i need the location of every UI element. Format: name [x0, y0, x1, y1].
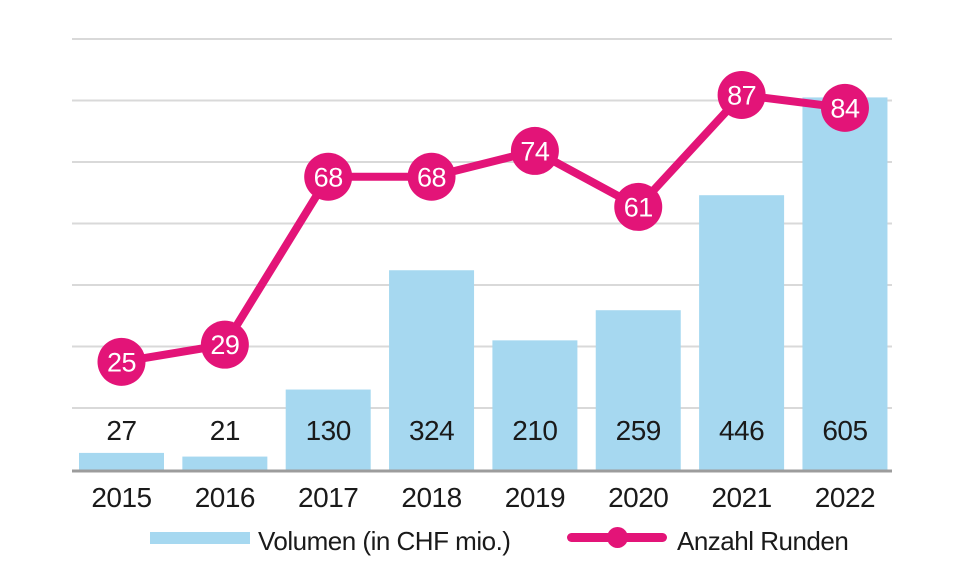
- x-tick-label-2015: 2015: [91, 482, 151, 513]
- rounds-marker: [304, 152, 353, 201]
- x-tick-label-2020: 2020: [608, 482, 668, 513]
- x-tick-label-2019: 2019: [505, 482, 565, 513]
- volume-bar-2020: [595, 310, 681, 470]
- x-tick-label-2016: 2016: [195, 482, 255, 513]
- rounds-value-label: 68: [314, 162, 343, 192]
- x-tick-label-2018: 2018: [401, 482, 461, 513]
- volume-value-label: 130: [306, 415, 351, 446]
- rounds-marker: [510, 126, 559, 175]
- volume-bar-2021: [699, 195, 785, 470]
- volume-value-label: 27: [106, 415, 136, 446]
- legend: Volumen (in CHF mio.) Anzahl Runden: [0, 520, 960, 565]
- volume-value-label: 21: [210, 415, 240, 446]
- volume-bar-2022: [802, 97, 888, 470]
- volume-bars: [79, 97, 888, 470]
- rounds-value-label: 84: [830, 93, 860, 123]
- x-tick-label-2017: 2017: [298, 482, 358, 513]
- legend-volume-label: Volumen (in CHF mio.): [258, 526, 511, 556]
- x-tick-label-2022: 2022: [815, 482, 875, 513]
- rounds-value-label: 29: [210, 330, 239, 360]
- volume-bar-2019: [492, 340, 578, 470]
- rounds-value-label: 68: [417, 162, 446, 192]
- rounds-value-label: 87: [727, 80, 756, 110]
- volume-bar-2018: [389, 270, 475, 470]
- rounds-marker: [200, 320, 249, 369]
- rounds-line: [120, 90, 846, 366]
- legend-rounds-label: Anzahl Runden: [677, 526, 849, 556]
- volume-bar-2016: [182, 456, 268, 470]
- rounds-value-label: 25: [107, 347, 136, 377]
- volume-value-label: 605: [822, 415, 867, 446]
- rounds-marker: [407, 152, 456, 201]
- legend-rounds-dot-icon: [607, 527, 628, 548]
- rounds-marker: [717, 70, 766, 119]
- rounds-marker: [97, 337, 146, 386]
- rounds-value-label: 74: [520, 136, 550, 166]
- volume-value-label: 210: [512, 415, 557, 446]
- volume-value-label: 259: [616, 415, 661, 446]
- rounds-marker: [614, 182, 663, 231]
- volume-bar-2015: [79, 452, 164, 470]
- volume-value-label: 324: [409, 415, 454, 446]
- volume-bar-2017: [285, 389, 371, 470]
- x-tick-label-2021: 2021: [711, 482, 771, 513]
- rounds-line-series: 25 29 68 68 74 61 87 84: [97, 70, 869, 386]
- legend-volume-swatch: [150, 532, 250, 544]
- volume-value-label: 446: [719, 415, 764, 446]
- value-labels: 27 2015 21 2016 130 2017 324 2018 210 2019 259 2020…: [91, 415, 875, 513]
- rounds-marker: [820, 83, 869, 132]
- rounds-value-label: 61: [624, 192, 653, 222]
